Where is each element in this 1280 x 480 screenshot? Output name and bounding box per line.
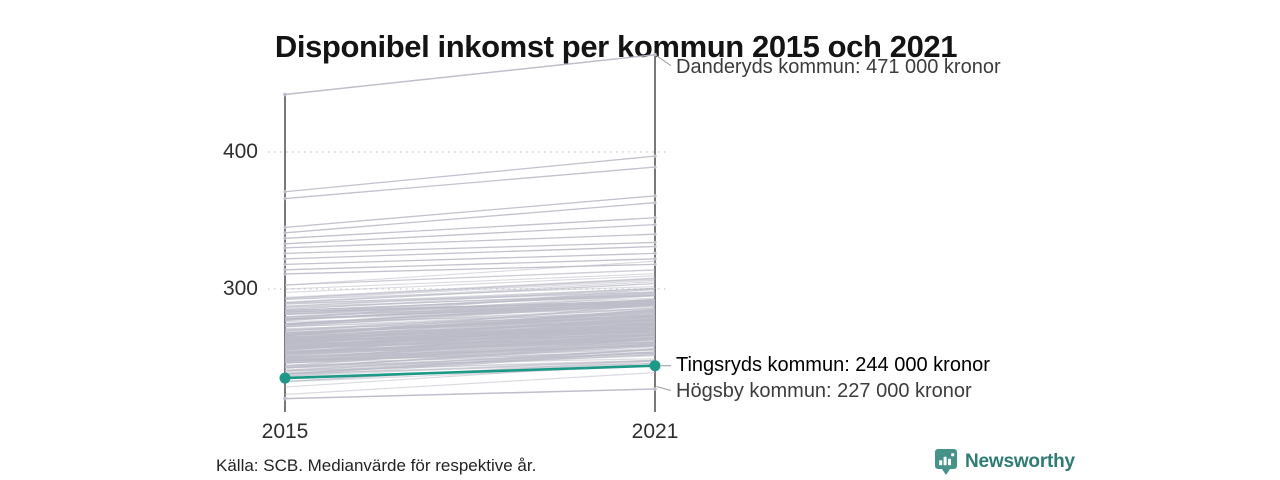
- municipality-line: [284, 166, 656, 200]
- x-axis-tick-2015: 2015: [261, 420, 309, 443]
- municipality-line: [284, 344, 656, 364]
- municipality-line: [284, 287, 656, 307]
- annotation-hogsby: Högsby kommun: 227 000 kronor: [676, 379, 972, 402]
- brand-name: Newsworthy: [965, 451, 1075, 472]
- municipality-line: [284, 348, 656, 371]
- annotation-tingsryd: Tingsryds kommun: 244 000 kronor: [676, 354, 990, 377]
- highlight-dot-2015: [279, 372, 291, 384]
- municipality-line: [284, 334, 656, 349]
- municipality-line: [284, 304, 656, 313]
- municipality-line: [284, 300, 656, 326]
- municipality-line: [284, 321, 656, 341]
- municipality-line: [284, 282, 656, 304]
- annotation-connector: [656, 385, 672, 392]
- municipality-line: [284, 337, 656, 362]
- municipality-line: [284, 299, 656, 316]
- highlighted-line-tingsryd: [284, 364, 656, 380]
- municipality-line: [284, 322, 656, 331]
- municipality-line: [284, 372, 656, 396]
- municipality-line: [284, 279, 656, 301]
- municipality-line: [284, 294, 656, 312]
- municipality-line: [284, 260, 656, 286]
- municipality-line: [284, 294, 656, 319]
- municipality-line: [284, 277, 656, 300]
- newsworthy-logo: Newsworthy: [934, 448, 1075, 476]
- municipality-line: [284, 258, 656, 271]
- municipality-line: [284, 273, 656, 290]
- municipality-line: [284, 263, 656, 275]
- y-axis-tick-400: 400: [222, 140, 258, 163]
- source-note: Källa: SCB. Medianvärde för respektive å…: [216, 456, 537, 475]
- annotation-connector: [656, 55, 672, 67]
- municipality-line: [284, 312, 656, 331]
- municipality-line: [284, 301, 656, 318]
- municipality-line: [284, 252, 656, 265]
- annotated-line: [284, 388, 656, 400]
- speech-bubble-bar-chart-icon: [935, 449, 957, 475]
- annotated-line: [284, 53, 656, 96]
- municipality-line: [284, 223, 656, 245]
- municipality-line: [284, 303, 656, 337]
- municipality-line: [284, 195, 656, 228]
- municipality-line: [284, 324, 656, 343]
- x-axis-tick-2021: 2021: [631, 420, 679, 443]
- chart-title: Disponibel inkomst per kommun 2015 och 2…: [274, 28, 958, 64]
- municipality-line: [284, 275, 656, 294]
- municipality-line: [284, 245, 656, 260]
- annotation-danderyd: Danderyds kommun: 471 000 kronor: [676, 56, 1001, 79]
- municipality-line: [284, 308, 656, 326]
- municipality-line: [284, 269, 656, 286]
- municipality-line: [284, 358, 656, 367]
- municipality-line: [284, 322, 656, 347]
- municipality-line: [284, 291, 656, 314]
- municipality-line: [284, 334, 656, 355]
- municipality-line: [284, 202, 656, 234]
- municipality-line: [284, 337, 656, 347]
- municipality-line: [284, 293, 656, 309]
- municipality-line: [284, 327, 656, 336]
- municipality-line: [284, 298, 656, 325]
- municipality-line: [284, 217, 656, 239]
- municipality-line: [284, 342, 656, 362]
- municipality-line: [284, 233, 656, 249]
- municipality-line: [284, 351, 656, 378]
- highlight-dot-2021: [649, 360, 661, 372]
- municipality-line: [284, 309, 656, 337]
- municipality-line: [284, 281, 656, 303]
- municipality-line: [284, 155, 656, 193]
- y-axis-tick-300: 300: [222, 277, 258, 300]
- municipality-line: [284, 241, 656, 255]
- municipality-line: [284, 331, 656, 347]
